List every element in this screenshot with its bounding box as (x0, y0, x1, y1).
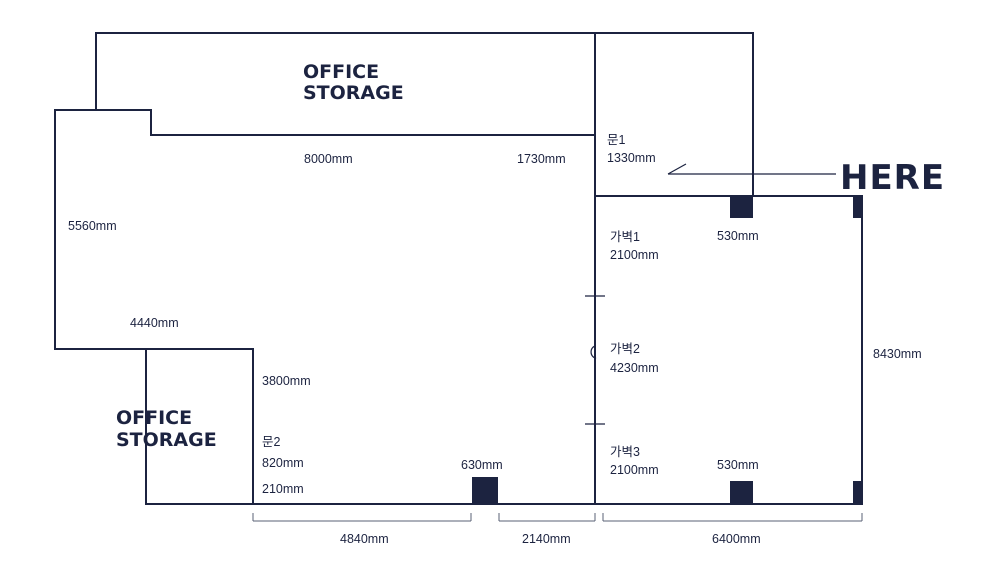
partition1-width: 2100mm (610, 248, 659, 262)
partition1-name: 가벽1 (610, 230, 640, 244)
dimension-line-6400 (602, 513, 863, 522)
dim-2140: 2140mm (522, 532, 571, 546)
column-bottom-right (853, 481, 862, 504)
top-storage-wall (96, 109, 595, 136)
dim-4440: 4440mm (130, 316, 179, 330)
top-storage-label-line2: STORAGE (303, 82, 404, 104)
column-top-right (853, 196, 862, 218)
door2-name: 문2 (262, 435, 281, 449)
here-pointer-line (667, 163, 687, 175)
dim-210: 210mm (262, 482, 304, 496)
partition-swing-icon (590, 345, 597, 359)
dimension-line-4840 (252, 513, 472, 522)
door2-width: 820mm (262, 456, 304, 470)
bottom-storage-label-line1: OFFICE (116, 407, 192, 429)
dim-630: 630mm (461, 458, 503, 472)
bottom-storage-wall (146, 348, 254, 504)
dim-5560: 5560mm (68, 219, 117, 233)
here-label: HERE (840, 158, 945, 198)
column-bottom (730, 481, 753, 504)
partition2-name: 가벽2 (610, 342, 640, 356)
dim-530-top: 530mm (717, 229, 759, 243)
dim-3800: 3800mm (262, 374, 311, 388)
dim-6400: 6400mm (712, 532, 761, 546)
dim-530-bottom: 530mm (717, 458, 759, 472)
door1-width: 1330mm (607, 151, 656, 165)
bottom-storage-label-line2: STORAGE (116, 429, 217, 451)
partition3-width: 2100mm (610, 463, 659, 477)
column-630 (472, 477, 498, 504)
dim-1730: 1730mm (517, 152, 566, 166)
dimension-line-2140 (498, 513, 596, 522)
partition3-name: 가벽3 (610, 445, 640, 459)
column-top (730, 196, 753, 218)
dim-8000: 8000mm (304, 152, 353, 166)
dim-4840: 4840mm (340, 532, 389, 546)
partition2-width: 4230mm (610, 361, 659, 375)
top-storage-label-line1: OFFICE (303, 61, 379, 83)
door1-name: 문1 (607, 133, 626, 147)
dim-8430: 8430mm (873, 347, 922, 361)
